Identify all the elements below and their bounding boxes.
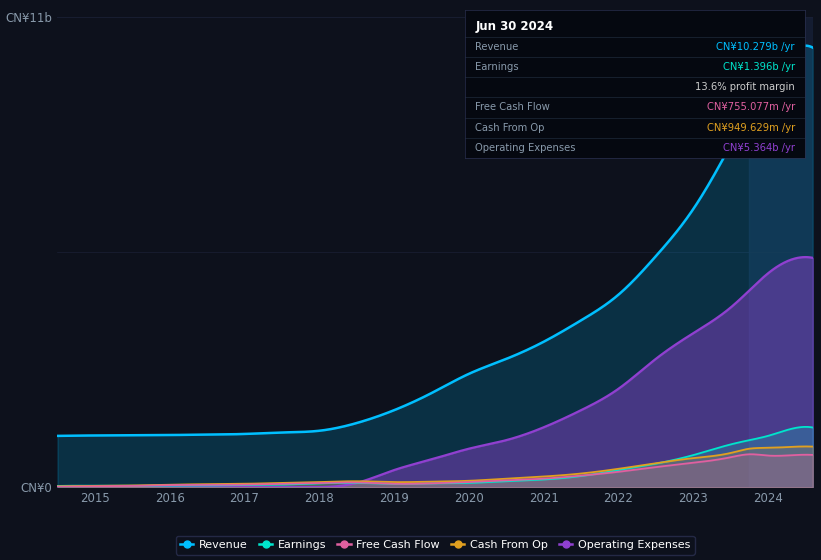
- Text: CN¥1.396b /yr: CN¥1.396b /yr: [722, 62, 795, 72]
- Text: Free Cash Flow: Free Cash Flow: [475, 102, 550, 113]
- Text: Jun 30 2024: Jun 30 2024: [475, 20, 553, 34]
- Text: Earnings: Earnings: [475, 62, 519, 72]
- Text: CN¥10.279b /yr: CN¥10.279b /yr: [716, 42, 795, 52]
- Legend: Revenue, Earnings, Free Cash Flow, Cash From Op, Operating Expenses: Revenue, Earnings, Free Cash Flow, Cash …: [176, 535, 695, 554]
- Text: Revenue: Revenue: [475, 42, 519, 52]
- Text: CN¥949.629m /yr: CN¥949.629m /yr: [707, 123, 795, 133]
- Text: CN¥5.364b /yr: CN¥5.364b /yr: [722, 143, 795, 153]
- Text: Operating Expenses: Operating Expenses: [475, 143, 576, 153]
- Text: CN¥755.077m /yr: CN¥755.077m /yr: [707, 102, 795, 113]
- Bar: [750, 17, 813, 487]
- Text: Cash From Op: Cash From Op: [475, 123, 544, 133]
- Text: 13.6% profit margin: 13.6% profit margin: [695, 82, 795, 92]
